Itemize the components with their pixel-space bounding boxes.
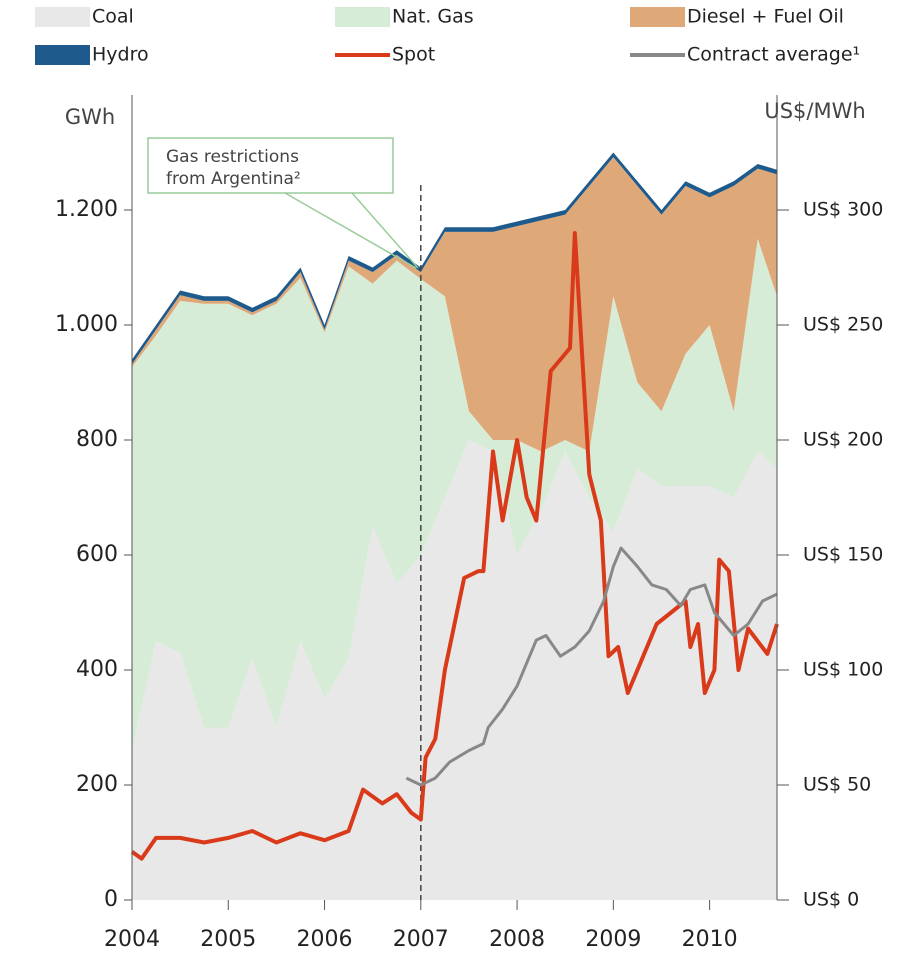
legend-swatch — [630, 7, 685, 27]
legend-label: Spot — [392, 44, 435, 66]
x-tick-label: 2008 — [489, 927, 545, 952]
y2-tick-label: US$ 150 — [803, 544, 883, 566]
y2-tick-label: US$ 50 — [803, 774, 871, 796]
y2-tick-label: US$ 100 — [803, 659, 883, 681]
legend-label: Contract average¹ — [687, 44, 860, 66]
legend-label: Nat. Gas — [392, 6, 474, 28]
y2-tick-label: US$ 250 — [803, 314, 883, 336]
annotation-text: from Argentina² — [166, 169, 301, 189]
y-tick-label: 200 — [76, 772, 118, 797]
y2-tick-label: US$ 0 — [803, 889, 859, 911]
area — [132, 238, 777, 751]
legend-swatch — [335, 7, 390, 27]
legend-swatch — [35, 7, 90, 27]
y-tick-label: 1.200 — [55, 197, 118, 222]
x-tick-label: 2005 — [200, 927, 256, 952]
callout-line — [351, 192, 419, 269]
legend-label: Diesel + Fuel Oil — [687, 6, 844, 28]
x-tick-label: 2009 — [585, 927, 641, 952]
annotation-text: Gas restrictions — [166, 147, 299, 167]
annotation-box — [147, 137, 394, 194]
area — [132, 440, 777, 900]
y2-tick-label: US$ 300 — [803, 199, 883, 221]
y-tick-label: 800 — [76, 427, 118, 452]
y-tick-label: 600 — [76, 542, 118, 567]
area — [132, 157, 777, 452]
y2-tick-label: US$ 200 — [803, 429, 883, 451]
y2-axis-label: US$/MWh — [764, 99, 865, 123]
line — [130, 231, 779, 861]
line — [405, 546, 778, 787]
x-tick-label: 2006 — [297, 927, 353, 952]
x-tick-label: 2010 — [682, 927, 738, 952]
y-tick-label: 1.000 — [55, 312, 118, 337]
legend-label: Coal — [92, 6, 134, 28]
y-tick-label: 400 — [76, 657, 118, 682]
x-tick-label: 2004 — [104, 927, 160, 952]
plot-area — [132, 152, 777, 900]
y-axis-label: GWh — [65, 105, 115, 129]
y-tick-label: 0 — [104, 887, 118, 912]
legend-label: Hydro — [92, 44, 149, 66]
x-tick-label: 2007 — [393, 927, 449, 952]
legend-swatch — [35, 45, 90, 65]
callout-line — [284, 192, 417, 269]
